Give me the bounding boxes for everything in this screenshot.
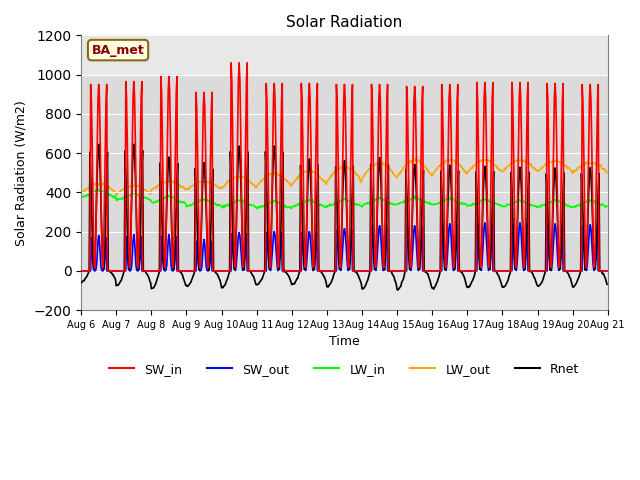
Title: Solar Radiation: Solar Radiation — [286, 15, 403, 30]
Legend: SW_in, SW_out, LW_in, LW_out, Rnet: SW_in, SW_out, LW_in, LW_out, Rnet — [104, 358, 584, 381]
X-axis label: Time: Time — [329, 336, 360, 348]
Text: BA_met: BA_met — [92, 44, 145, 57]
Y-axis label: Solar Radiation (W/m2): Solar Radiation (W/m2) — [15, 100, 28, 246]
Bar — [81, 74, 608, 271]
